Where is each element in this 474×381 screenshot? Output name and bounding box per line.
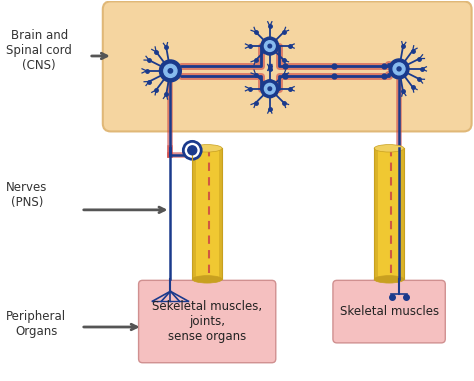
Ellipse shape bbox=[192, 275, 222, 283]
Circle shape bbox=[397, 67, 401, 71]
Text: Skeletal muscles: Skeletal muscles bbox=[339, 305, 438, 318]
Circle shape bbox=[188, 146, 197, 155]
Circle shape bbox=[389, 59, 409, 79]
Bar bbox=[192, 148, 196, 279]
Circle shape bbox=[183, 141, 201, 159]
Bar bbox=[374, 148, 378, 279]
Text: Peripheral
Organs: Peripheral Organs bbox=[6, 310, 66, 338]
Ellipse shape bbox=[192, 144, 222, 152]
Circle shape bbox=[393, 63, 405, 75]
Text: Sekeletal muscles,
joints,
sense organs: Sekeletal muscles, joints, sense organs bbox=[152, 300, 262, 343]
Circle shape bbox=[261, 37, 279, 55]
Circle shape bbox=[264, 83, 275, 94]
FancyBboxPatch shape bbox=[103, 2, 472, 131]
Text: Nerves
(PNS): Nerves (PNS) bbox=[6, 181, 48, 209]
FancyBboxPatch shape bbox=[333, 280, 445, 343]
Bar bbox=[374, 148, 404, 279]
Circle shape bbox=[164, 64, 177, 77]
Circle shape bbox=[264, 41, 275, 51]
Circle shape bbox=[268, 44, 272, 48]
FancyBboxPatch shape bbox=[138, 280, 276, 363]
Circle shape bbox=[168, 69, 173, 73]
Ellipse shape bbox=[374, 144, 404, 152]
Bar bbox=[401, 148, 404, 279]
Circle shape bbox=[261, 80, 279, 98]
Circle shape bbox=[268, 87, 272, 91]
Circle shape bbox=[159, 60, 182, 82]
Ellipse shape bbox=[374, 275, 404, 283]
Bar bbox=[192, 148, 222, 279]
Bar bbox=[219, 148, 222, 279]
Text: Brain and
Spinal cord
(CNS): Brain and Spinal cord (CNS) bbox=[6, 29, 72, 72]
